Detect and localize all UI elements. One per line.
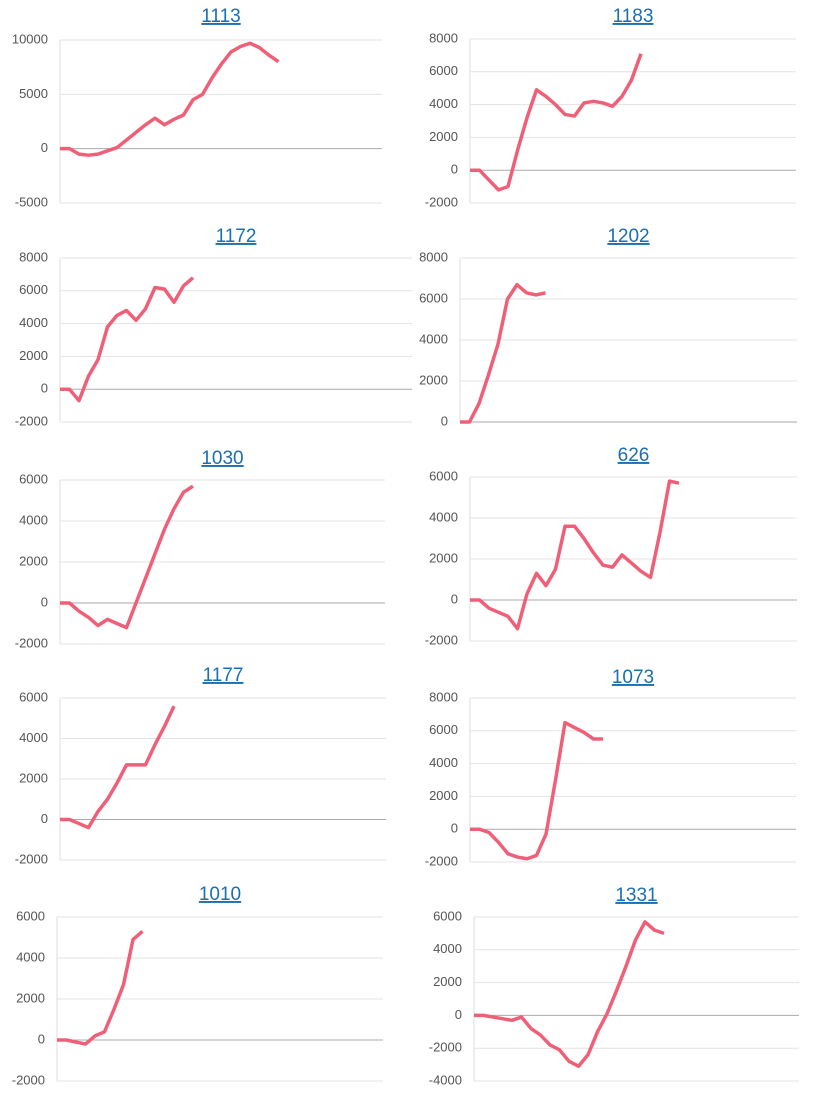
y-tick-label: -5000: [15, 194, 48, 209]
y-tick-label: -4000: [429, 1072, 462, 1087]
line-series: [60, 41, 280, 157]
chart-title[interactable]: 626: [618, 445, 650, 466]
y-tick-label: 6000: [419, 290, 448, 305]
y-tick-label: 0: [41, 140, 48, 155]
y-tick-label: 6000: [429, 468, 458, 483]
y-tick-label: 2000: [429, 129, 458, 144]
chart-title[interactable]: 1073: [612, 667, 654, 688]
y-tick-label: -2000: [12, 1072, 45, 1087]
y-tick-label: 6000: [19, 282, 48, 297]
line-series: [60, 484, 194, 630]
y-tick-label: -2000: [425, 194, 458, 209]
line-series: [60, 705, 176, 830]
chart-title[interactable]: 1202: [607, 226, 649, 247]
y-tick-label: 2000: [419, 372, 448, 387]
y-tick-label: 0: [451, 162, 458, 177]
y-tick-label: -2000: [15, 851, 48, 866]
y-tick-label: 4000: [433, 941, 462, 956]
y-tick-label: 4000: [429, 509, 458, 524]
y-tick-label: 6000: [19, 471, 48, 486]
chart-title[interactable]: 1172: [216, 226, 257, 247]
y-tick-label: 4000: [16, 949, 45, 964]
y-tick-label: 0: [41, 594, 48, 609]
y-tick-label: 0: [451, 591, 458, 606]
y-tick-label: 2000: [429, 788, 458, 803]
y-tick-label: 0: [38, 1031, 45, 1046]
y-tick-label: 4000: [19, 730, 48, 745]
y-tick-label: 0: [41, 381, 48, 396]
line-series: [474, 920, 665, 1068]
chart-title[interactable]: 1331: [615, 885, 657, 906]
y-tick-label: 4000: [19, 315, 48, 330]
y-tick-label: 5000: [19, 86, 48, 101]
y-tick-label: -2000: [425, 853, 458, 868]
y-tick-label: 4000: [429, 755, 458, 770]
y-tick-label: 6000: [16, 908, 45, 923]
y-tick-label: -2000: [429, 1040, 462, 1055]
line-series: [460, 282, 546, 424]
chart-title[interactable]: 1177: [203, 665, 244, 686]
y-tick-label: 0: [455, 1007, 462, 1022]
y-tick-label: 8000: [429, 30, 458, 45]
y-tick-label: 4000: [419, 331, 448, 346]
y-tick-label: 6000: [433, 908, 462, 923]
y-tick-label: 4000: [19, 512, 48, 527]
y-tick-label: 2000: [19, 348, 48, 363]
line-series: [470, 720, 603, 861]
line-series: [60, 276, 195, 403]
line-series: [470, 53, 643, 192]
y-tick-label: 6000: [429, 63, 458, 78]
y-tick-label: 8000: [19, 249, 48, 264]
y-tick-label: -2000: [15, 413, 48, 428]
line-series: [57, 930, 144, 1046]
line-series: [470, 479, 680, 631]
chart-title[interactable]: 1010: [199, 884, 241, 905]
y-tick-label: -2000: [425, 632, 458, 647]
y-tick-label: 0: [441, 413, 448, 428]
chart-title[interactable]: 1183: [613, 6, 654, 27]
y-tick-label: 8000: [429, 689, 458, 704]
y-tick-label: 6000: [19, 689, 48, 704]
y-tick-label: 0: [451, 821, 458, 836]
y-tick-label: 4000: [429, 96, 458, 111]
y-tick-label: 2000: [433, 974, 462, 989]
y-tick-label: 2000: [19, 553, 48, 568]
y-tick-label: 2000: [19, 770, 48, 785]
y-tick-label: 2000: [429, 550, 458, 565]
y-tick-label: 10000: [12, 31, 48, 46]
chart-title[interactable]: 1113: [201, 6, 240, 27]
y-tick-label: 0: [41, 811, 48, 826]
y-tick-label: 6000: [429, 722, 458, 737]
y-tick-label: 2000: [16, 990, 45, 1005]
y-tick-label: -2000: [15, 635, 48, 650]
y-tick-label: 8000: [419, 249, 448, 264]
chart-title[interactable]: 1030: [201, 448, 243, 469]
